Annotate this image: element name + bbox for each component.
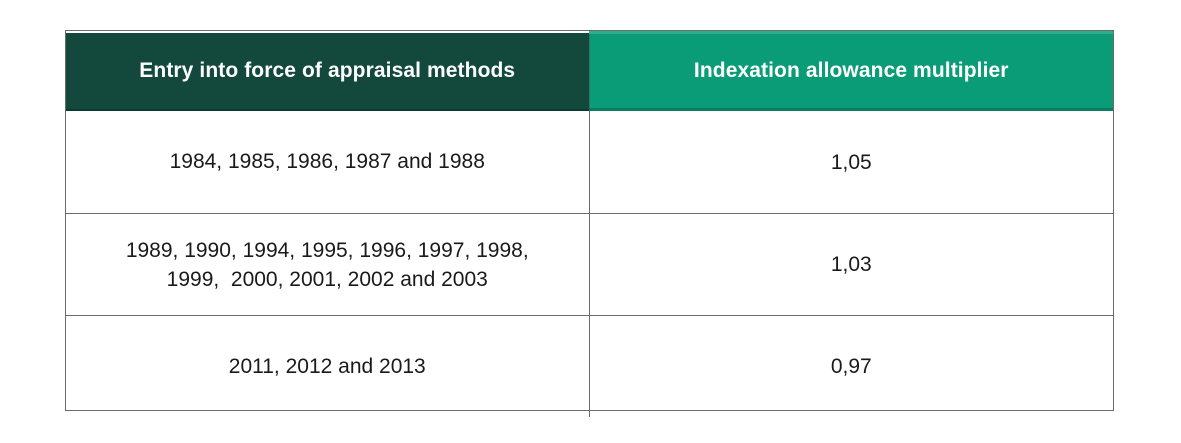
table-row: 2011, 2012 and 2013 0,97: [66, 315, 1113, 417]
multiplier-cell: 1,03: [589, 213, 1113, 316]
table-row: 1989, 1990, 1994, 1995, 1996, 1997, 1998…: [66, 213, 1113, 316]
period-cell: 2011, 2012 and 2013: [66, 315, 590, 417]
multiplier-table: Entry into force of appraisal methods In…: [66, 31, 1113, 417]
multiplier-cell: 1,05: [589, 109, 1113, 214]
period-cell-line: 1989, 1990, 1994, 1995, 1996, 1997, 1998…: [125, 238, 529, 262]
period-cell: 1989, 1990, 1994, 1995, 1996, 1997, 1998…: [66, 213, 590, 316]
multiplier-table-container: Entry into force of appraisal methods In…: [65, 30, 1114, 417]
period-cell-line: 1999, 2000, 2001, 2002 and 2003: [166, 267, 488, 291]
header-entry-into-force: Entry into force of appraisal methods: [66, 32, 590, 111]
table-row: 1984, 1985, 1986, 1987 and 1988 1,05: [66, 109, 1113, 214]
table-header-row: Entry into force of appraisal methods In…: [66, 31, 1113, 111]
multiplier-cell: 0,97: [589, 315, 1113, 417]
period-cell: 1984, 1985, 1986, 1987 and 1988: [66, 109, 590, 214]
header-indexation-multiplier: Indexation allowance multiplier: [589, 31, 1113, 111]
